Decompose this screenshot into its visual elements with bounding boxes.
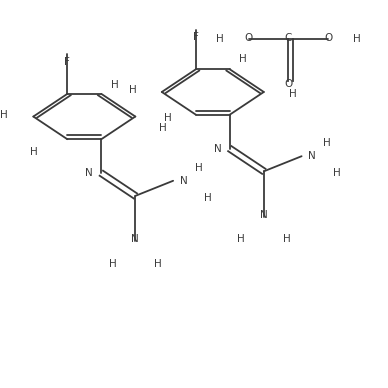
Text: O: O xyxy=(284,79,293,89)
Text: H: H xyxy=(0,110,8,120)
Text: H: H xyxy=(165,113,172,123)
Text: H: H xyxy=(237,234,245,244)
Text: H: H xyxy=(109,259,116,269)
Text: N: N xyxy=(260,210,268,220)
Text: H: H xyxy=(129,85,137,95)
Text: O: O xyxy=(244,33,253,43)
Text: H: H xyxy=(282,234,290,244)
Text: H: H xyxy=(111,80,118,90)
Text: N: N xyxy=(85,168,93,178)
Text: N: N xyxy=(308,151,316,161)
Text: H: H xyxy=(289,89,297,99)
Text: H: H xyxy=(159,123,167,133)
Text: H: H xyxy=(204,193,212,203)
Text: N: N xyxy=(180,176,188,186)
Text: H: H xyxy=(323,138,331,148)
Text: H: H xyxy=(154,259,162,269)
Text: N: N xyxy=(132,234,139,244)
Text: F: F xyxy=(193,32,199,42)
Text: C: C xyxy=(285,33,292,43)
Text: H: H xyxy=(31,147,38,158)
Text: O: O xyxy=(324,33,332,43)
Text: N: N xyxy=(214,144,222,154)
Text: H: H xyxy=(239,54,247,64)
Text: H: H xyxy=(195,163,203,173)
Text: H: H xyxy=(333,168,340,178)
Text: F: F xyxy=(64,57,70,67)
Text: H: H xyxy=(353,34,361,44)
Text: H: H xyxy=(216,34,223,44)
